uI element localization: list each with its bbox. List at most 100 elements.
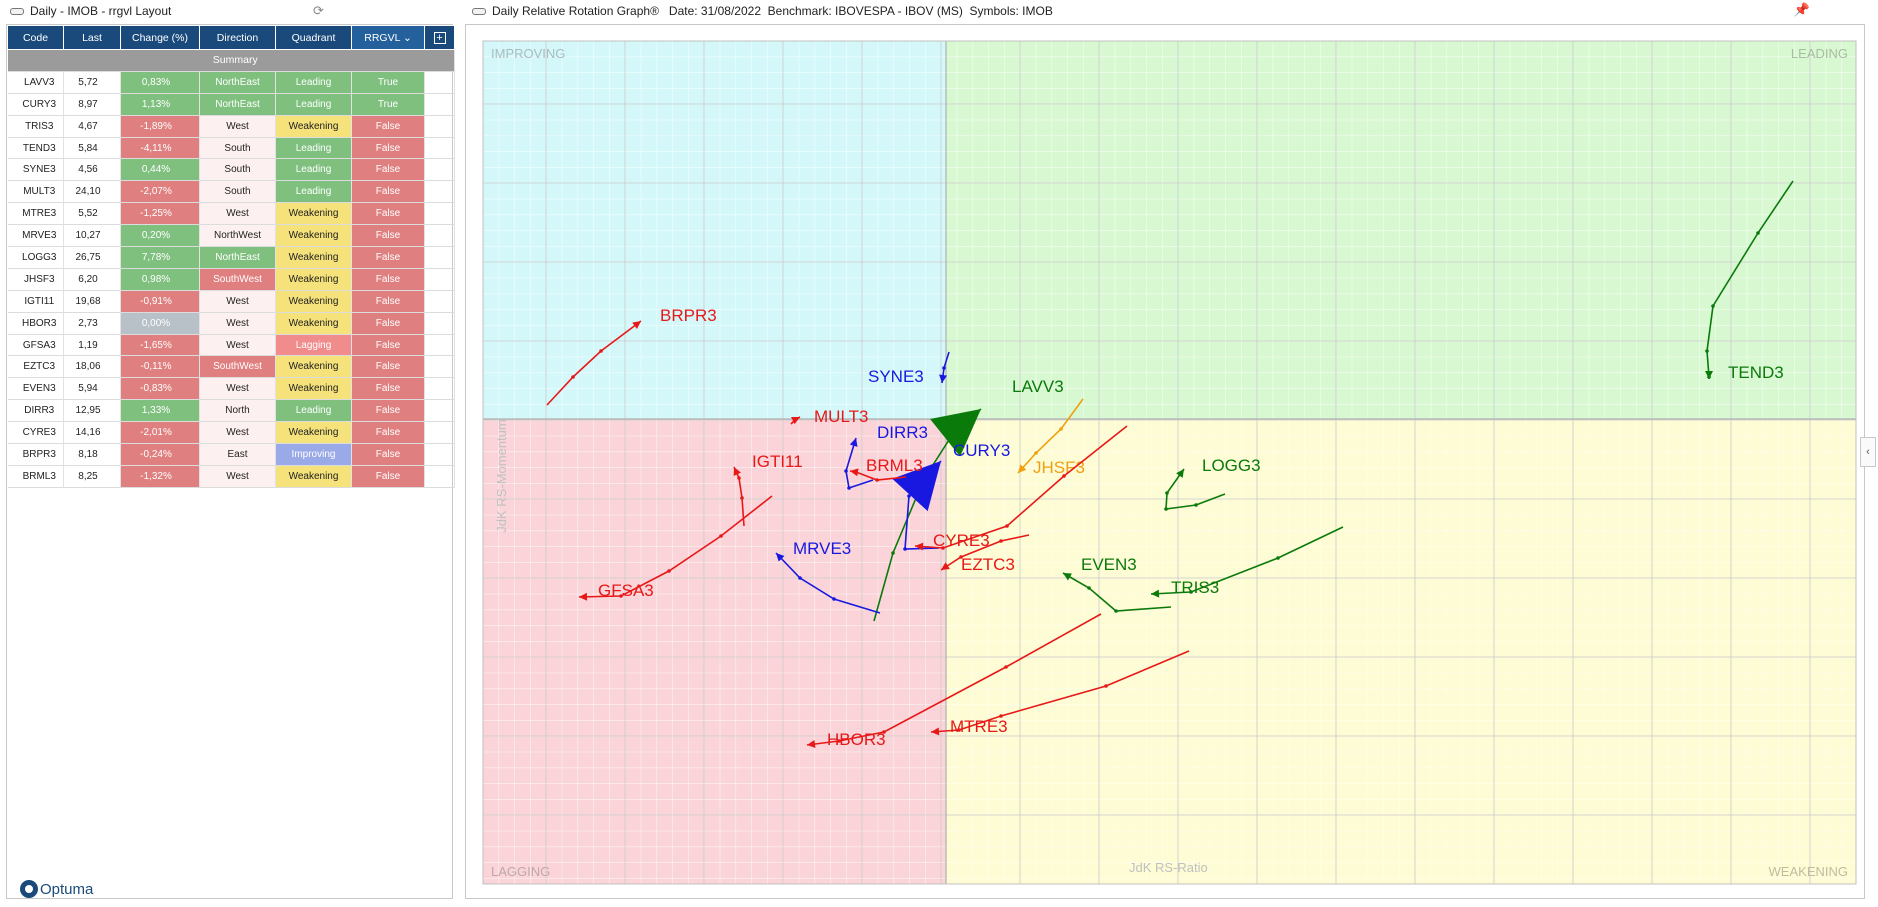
series-label-lavv3[interactable]: LAVV3 xyxy=(1012,377,1064,396)
collapse-panel-button[interactable]: ‹ xyxy=(1860,437,1876,467)
table-row[interactable]: TRIS3 4,67 -1,89% West Weakening False xyxy=(7,115,455,138)
column-header-last[interactable]: Last xyxy=(63,25,121,50)
table-row[interactable]: GFSA3 1,19 -1,65% West Lagging False xyxy=(7,334,455,357)
table-row[interactable]: JHSF3 6,20 0,98% SouthWest Weakening False xyxy=(7,268,455,291)
column-header-rrgvl[interactable]: RRGVL ⌄ xyxy=(351,25,425,50)
series-head-lavv3[interactable] xyxy=(930,409,981,457)
table-row[interactable]: MTRE3 5,52 -1,25% West Weakening False xyxy=(7,202,455,226)
series-head-mtre3[interactable] xyxy=(931,727,940,736)
series-label-tris3[interactable]: TRIS3 xyxy=(1171,578,1219,597)
series-tail-brpr3[interactable] xyxy=(546,320,642,406)
table-row[interactable]: BRML3 8,25 -1,32% West Weakening False xyxy=(7,465,455,488)
series-label-jhsf3[interactable]: JHSF3 xyxy=(1033,458,1085,477)
series-label-igti11[interactable]: IGTI11 xyxy=(752,452,803,471)
cell-quadrant: Weakening xyxy=(275,312,352,335)
tail-point xyxy=(1004,665,1008,669)
series-label-gfsa3[interactable]: GFSA3 xyxy=(598,581,654,600)
cell-change: 0,98% xyxy=(120,268,200,291)
series-head-brml3[interactable] xyxy=(850,468,859,477)
series-tail-jhsf3[interactable] xyxy=(1017,398,1084,474)
series-head-jhsf3[interactable] xyxy=(1018,464,1027,473)
series-tail-eztc3[interactable] xyxy=(940,534,1030,571)
rrg-chart[interactable]: IMPROVING LEADING LAGGING WEAKENING JdK RS-R… xyxy=(466,25,1866,900)
series-tail-tris3[interactable] xyxy=(1150,526,1344,595)
table-row[interactable]: CURY3 8,97 1,13% NorthEast Leading True xyxy=(7,93,455,116)
table-row[interactable]: LAVV3 5,72 0,83% NorthEast Leading True xyxy=(7,71,455,94)
cell-change: -4,11% xyxy=(120,137,200,160)
table-row[interactable]: EVEN3 5,94 -0,83% West Weakening False xyxy=(7,377,455,401)
series-label-cyre3[interactable]: CYRE3 xyxy=(933,531,990,550)
series-label-mtre3[interactable]: MTRE3 xyxy=(950,717,1008,736)
series-label-dirr3[interactable]: DIRR3 xyxy=(877,423,928,442)
series-head-tris3[interactable] xyxy=(1151,589,1160,598)
series-head-eztc3[interactable] xyxy=(941,562,950,570)
series-tail-dirr3[interactable] xyxy=(845,437,874,490)
table-row[interactable]: HBOR3 2,73 0,00% West Weakening False xyxy=(7,312,455,335)
cell-change: 0,44% xyxy=(120,158,200,182)
series-head-syne3[interactable] xyxy=(939,374,948,383)
series-label-even3[interactable]: EVEN3 xyxy=(1081,555,1137,574)
tail-point xyxy=(1756,231,1760,235)
cell-change: -1,65% xyxy=(120,334,200,357)
series-head-brpr3[interactable] xyxy=(632,321,641,329)
series-head-tend3[interactable] xyxy=(1705,371,1713,379)
cell-quadrant: Weakening xyxy=(275,421,352,445)
table-row[interactable]: LOGG3 26,75 7,78% NorthEast Weakening False xyxy=(7,246,455,269)
cell-quadrant: Leading xyxy=(275,180,352,204)
series-head-igti11[interactable] xyxy=(733,467,741,476)
cell-direction: NorthEast xyxy=(199,246,276,269)
series-head-gfsa3[interactable] xyxy=(579,592,588,601)
cell-direction: SouthWest xyxy=(199,355,276,379)
cell-quadrant: Leading xyxy=(275,71,352,94)
table-row[interactable]: TEND3 5,84 -4,11% South Leading False xyxy=(7,137,455,160)
series-head-dirr3[interactable] xyxy=(849,438,858,447)
cell-code: BRPR3 xyxy=(7,443,64,466)
series-head-hbor3[interactable] xyxy=(807,740,816,748)
cell-last: 5,72 xyxy=(63,71,121,94)
cell-rrgvl: False xyxy=(351,158,425,182)
cell-empty xyxy=(424,71,455,94)
series-label-brml3[interactable]: BRML3 xyxy=(866,456,923,475)
column-header-code[interactable]: Code xyxy=(7,25,64,50)
cell-direction: West xyxy=(199,465,276,488)
series-label-tend3[interactable]: TEND3 xyxy=(1728,363,1784,382)
add-column-button[interactable]: + xyxy=(424,25,455,50)
table-row[interactable]: MULT3 24,10 -2,07% South Leading False xyxy=(7,180,455,204)
series-label-mrve3[interactable]: MRVE3 xyxy=(793,539,851,558)
series-label-hbor3[interactable]: HBOR3 xyxy=(827,730,886,749)
series-head-mult3[interactable] xyxy=(791,417,800,425)
cell-last: 4,56 xyxy=(63,158,121,182)
table-row[interactable]: EZTC3 18,06 -0,11% SouthWest Weakening False xyxy=(7,355,455,379)
series-head-mrve3[interactable] xyxy=(776,553,785,562)
chevron-down-icon[interactable]: ⌄ xyxy=(402,31,412,44)
series-label-eztc3[interactable]: EZTC3 xyxy=(961,555,1015,574)
cell-change: 1,33% xyxy=(120,399,200,423)
series-head-even3[interactable] xyxy=(1063,573,1072,581)
table-row[interactable]: SYNE3 4,56 0,44% South Leading False xyxy=(7,158,455,182)
table-row[interactable]: DIRR3 12,95 1,33% North Leading False xyxy=(7,399,455,423)
column-header-change[interactable]: Change (%) xyxy=(120,25,200,50)
table-row[interactable]: IGTI11 19,68 -0,91% West Weakening False xyxy=(7,290,455,313)
table-row[interactable]: CYRE3 14,16 -2,01% West Weakening False xyxy=(7,421,455,445)
summary-row[interactable]: Summary xyxy=(7,49,455,72)
pin-icon[interactable]: 📌 xyxy=(1793,2,1810,17)
tail-point xyxy=(571,375,575,379)
series-head-cury3[interactable] xyxy=(892,461,941,512)
refresh-icon[interactable]: ⟳ xyxy=(313,3,324,18)
cell-quadrant: Weakening xyxy=(275,355,352,379)
column-header-direction[interactable]: Direction xyxy=(199,25,276,50)
series-head-cyre3[interactable] xyxy=(915,542,924,551)
series-tail-even3[interactable] xyxy=(1062,572,1172,612)
series-label-mult3[interactable]: MULT3 xyxy=(814,407,868,426)
series-label-logg3[interactable]: LOGG3 xyxy=(1202,456,1261,475)
series-head-logg3[interactable] xyxy=(1176,469,1184,478)
column-header-quadrant[interactable]: Quadrant xyxy=(275,25,352,50)
series-label-cury3[interactable]: CURY3 xyxy=(953,441,1010,460)
series-tail-mrve3[interactable] xyxy=(775,552,881,614)
table-row[interactable]: BRPR3 8,18 -0,24% East Improving False xyxy=(7,443,455,466)
series-label-brpr3[interactable]: BRPR3 xyxy=(660,306,717,325)
cell-change: -0,24% xyxy=(120,443,200,466)
series-label-syne3[interactable]: SYNE3 xyxy=(868,367,924,386)
cell-empty xyxy=(424,334,455,357)
table-row[interactable]: MRVE3 10,27 0,20% NorthWest Weakening False xyxy=(7,224,455,248)
